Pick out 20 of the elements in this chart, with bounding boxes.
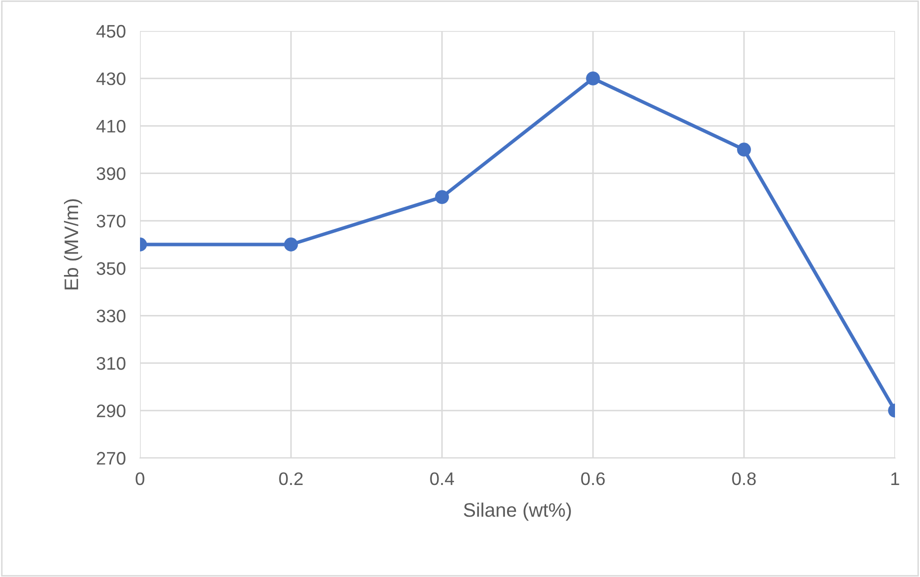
point [435, 190, 449, 204]
y-tick-label: 370 [96, 214, 126, 228]
x-tick-label: 0.2 [279, 472, 303, 486]
x-tick-label: 0.6 [581, 472, 605, 486]
x-tick-label: 1 [891, 472, 900, 485]
x-tick-label: 0 [136, 472, 144, 486]
x-axis-title: Silane (wt%) [464, 502, 571, 521]
y-tick-label: 270 [96, 452, 126, 465]
y-tick-label: 330 [96, 310, 126, 322]
y-tick-label: 390 [96, 167, 126, 180]
x-tick-label: 0.4 [430, 472, 454, 486]
point [586, 72, 600, 86]
y-tick-label: 410 [96, 120, 126, 133]
y-tick-label: 450 [96, 24, 126, 38]
y-tick-label: 350 [96, 262, 126, 275]
x-tick-label: 0.8 [732, 472, 756, 486]
y-axis-title: Eb (MV/m) [64, 199, 82, 290]
y-tick-label: 310 [96, 357, 126, 370]
y-tick-label: 430 [96, 72, 126, 86]
y-tick-label: 290 [96, 404, 126, 418]
